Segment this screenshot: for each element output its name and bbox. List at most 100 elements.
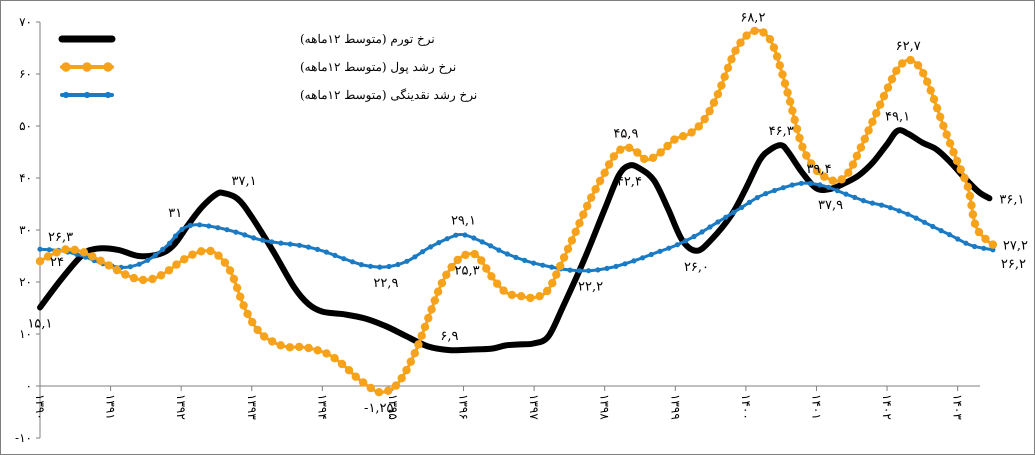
liquidity-growth-series-marker — [930, 223, 936, 230]
money-growth-series-marker — [785, 97, 795, 106]
money-growth-series-marker — [79, 248, 89, 257]
liquidity-growth-series-marker — [479, 239, 485, 245]
liquidity-growth-series-marker — [504, 251, 510, 257]
data-label: ۲۷,۲ — [1003, 239, 1028, 254]
money-growth-series-marker — [936, 112, 945, 122]
data-label: ۴۹,۱ — [885, 110, 910, 125]
data-label: ۲۴ — [50, 255, 64, 270]
liquidity-growth-series-marker — [955, 236, 961, 242]
money-growth-series-marker — [575, 219, 584, 228]
money-growth-series-marker — [583, 201, 592, 211]
liquidity-growth-series-marker — [826, 184, 832, 190]
liquidity-growth-series-marker — [404, 258, 410, 264]
x-tick-label: ۱۴۰۲ — [880, 394, 894, 420]
x-tick-label: ۱۳۹۴ — [315, 394, 329, 420]
money-growth-series-marker — [402, 365, 411, 375]
money-growth-series-marker — [640, 154, 649, 164]
legend-swatch-marker — [103, 62, 113, 72]
liquidity-growth-series-marker — [613, 263, 619, 269]
liquidity-growth-series-marker — [152, 252, 158, 258]
money-growth-series-marker — [138, 275, 148, 285]
money-growth-series-marker — [949, 147, 958, 157]
y-tick-label: ۴۰ — [19, 171, 32, 185]
liquidity-growth-series-marker — [444, 236, 450, 242]
money-growth-series-marker — [713, 90, 723, 99]
money-growth-series-marker — [351, 372, 360, 381]
money-growth-series-marker — [775, 61, 784, 70]
money-growth-series-marker — [705, 106, 714, 116]
money-growth-series-marker — [820, 172, 829, 181]
money-growth-series-marker — [148, 274, 157, 284]
liquidity-growth-series-marker — [187, 222, 193, 229]
y-tick-label: ۱۰ — [19, 327, 32, 341]
money-growth-series-marker — [552, 270, 561, 279]
money-growth-series-marker — [988, 240, 998, 249]
liquidity-growth-series-marker — [224, 227, 230, 233]
money-growth-series-marker — [616, 145, 625, 154]
liquidity-growth-series-marker — [251, 235, 257, 241]
money-growth-series-marker — [430, 296, 439, 305]
liquidity-growth-series-marker — [37, 246, 43, 252]
money-growth-series-marker — [420, 322, 430, 332]
liquidity-growth-series-marker — [488, 243, 494, 249]
money-growth-series-marker — [276, 341, 285, 350]
liquidity-growth-series-marker — [242, 232, 248, 238]
money-growth-series-marker — [769, 43, 779, 52]
money-growth-series-marker — [52, 248, 61, 257]
money-growth-series-marker — [906, 55, 915, 65]
money-growth-series-marker — [968, 210, 978, 219]
liquidity-growth-series-marker — [746, 199, 753, 205]
money-growth-series-marker — [678, 132, 688, 141]
data-label: ۲۶,۰ — [684, 260, 709, 275]
money-growth-series-marker — [156, 271, 166, 280]
money-growth-series-marker — [780, 79, 790, 88]
legend-swatch-marker — [104, 91, 112, 99]
money-growth-series-marker — [875, 100, 885, 109]
liquidity-growth-series-marker — [428, 244, 434, 250]
money-growth-series-marker — [945, 139, 955, 148]
liquidity-growth-series-marker — [622, 261, 628, 267]
liquidity-growth-series-marker — [513, 254, 519, 260]
money-growth-series-marker — [967, 201, 976, 210]
legend-swatch-marker — [61, 62, 71, 72]
money-growth-series-marker — [798, 142, 807, 152]
liquidity-growth-series-marker — [462, 232, 468, 238]
liquidity-growth-series-marker — [576, 268, 582, 274]
money-growth-series-marker — [507, 290, 517, 300]
money-growth-series-marker — [772, 52, 782, 61]
money-growth-series-marker — [410, 349, 419, 358]
liquidity-growth-series-marker — [549, 264, 555, 270]
liquidity-growth-series-marker — [817, 182, 823, 188]
money-growth-series-marker — [96, 256, 105, 265]
liquidity-growth-series-marker — [887, 205, 894, 211]
data-label: ۲۹,۱ — [451, 214, 476, 229]
liquidity-growth-series-marker — [860, 198, 867, 204]
money-growth-series-marker — [374, 388, 384, 397]
money-growth-series-marker — [563, 244, 573, 254]
liquidity-growth-series-marker — [707, 224, 713, 230]
money-growth-series-marker — [974, 227, 984, 237]
liquidity-growth-series-marker — [896, 208, 902, 214]
liquidity-growth-series-marker — [332, 252, 338, 258]
money-growth-series-marker — [517, 292, 526, 301]
money-growth-series-marker — [600, 168, 609, 177]
money-growth-series-marker — [883, 83, 893, 92]
money-growth-series-marker — [848, 160, 858, 169]
money-growth-series-marker — [236, 292, 245, 301]
x-tick-label: ۱۳۹۷ — [527, 394, 541, 420]
money-growth-series-marker — [384, 386, 393, 395]
money-growth-series-marker — [304, 343, 313, 353]
x-tick-label: ۱۳۹۵ — [386, 394, 400, 420]
liquidity-growth-series-marker — [763, 191, 769, 197]
money-growth-series-marker — [670, 135, 679, 144]
money-growth-series-marker — [727, 55, 736, 64]
data-label: ۲۲,۹ — [373, 276, 398, 291]
liquidity-growth-series-marker — [972, 243, 978, 250]
money-growth-series — [35, 26, 998, 397]
money-growth-series-marker — [172, 260, 181, 269]
liquidity-growth-series-marker — [269, 239, 275, 245]
liquidity-growth-series-marker — [167, 240, 173, 246]
x-tick-label: ۱۳۹۸ — [598, 394, 612, 420]
money-growth-series-marker — [447, 262, 456, 272]
